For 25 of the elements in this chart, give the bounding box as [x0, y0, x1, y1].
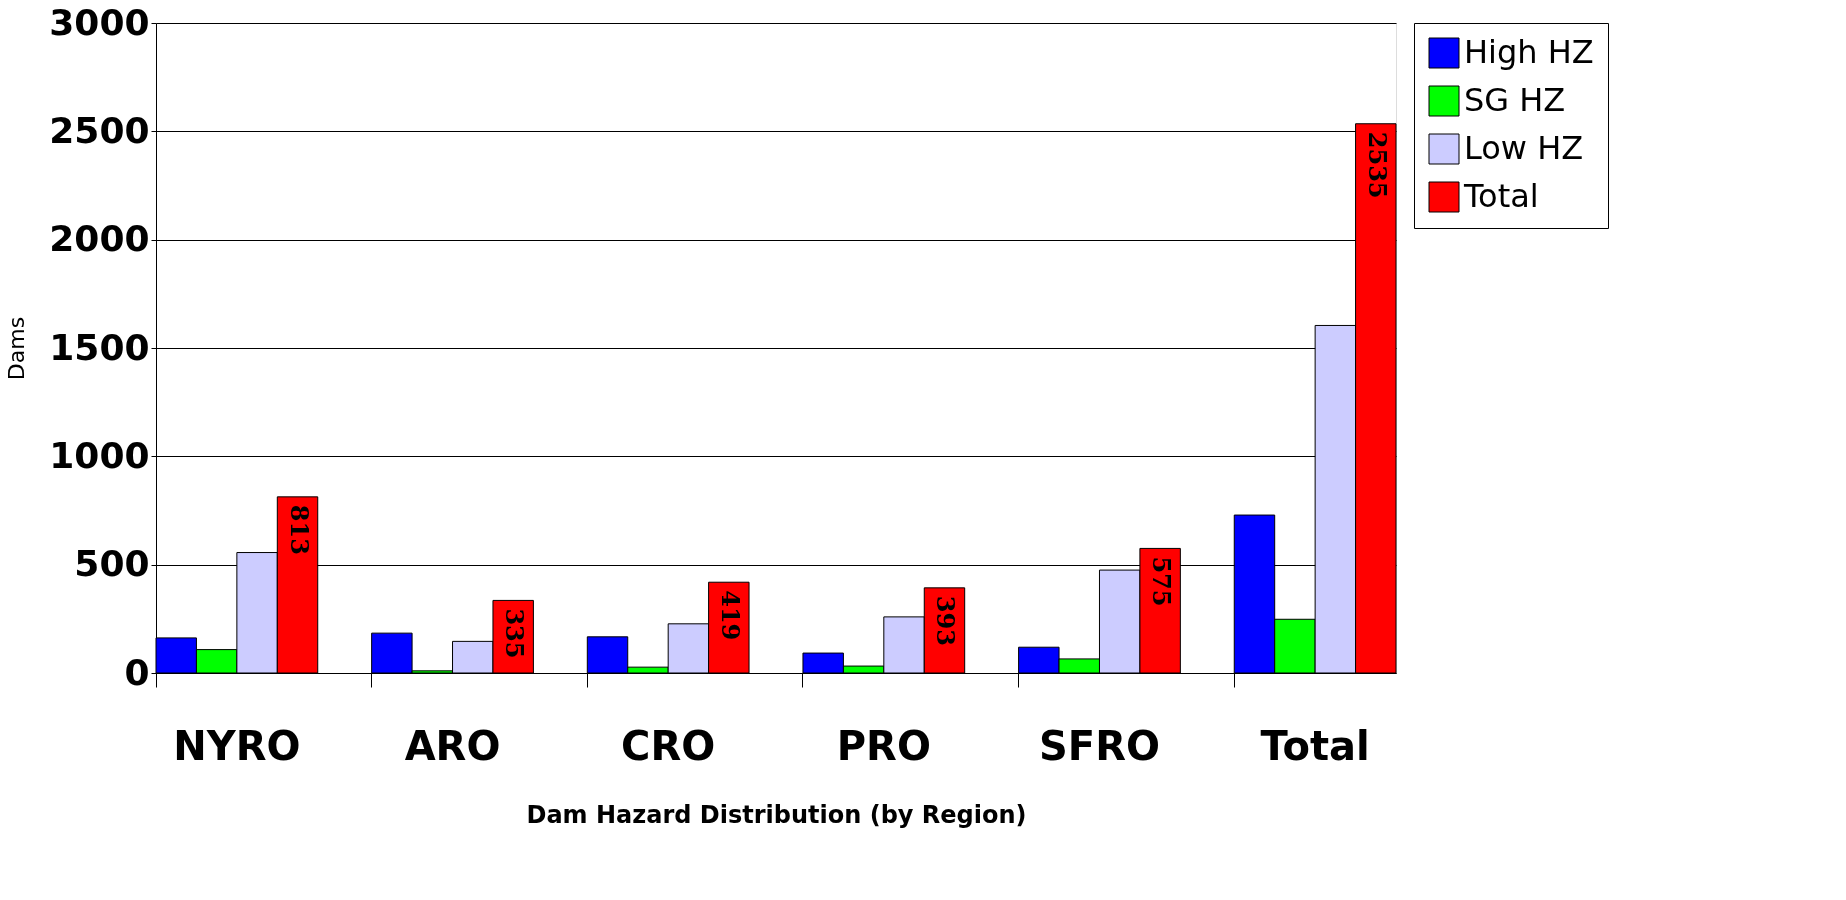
- x-axis-title: Dam Hazard Distribution (by Region): [526, 800, 1027, 829]
- x-tick-label: CRO: [621, 722, 716, 769]
- x-tick-label: ARO: [404, 722, 501, 769]
- legend-label: Low HZ: [1464, 129, 1584, 167]
- y-axis-title: Dams: [4, 316, 30, 381]
- legend-label: High HZ: [1464, 33, 1594, 71]
- x-tick-label: Total: [1260, 722, 1370, 769]
- x-tick-label: NYRO: [173, 722, 301, 769]
- y-tick-label: 2500: [49, 109, 150, 151]
- legend-label: SG HZ: [1464, 81, 1566, 119]
- data-label: 393: [931, 595, 961, 646]
- y-tick-label: 0: [124, 651, 150, 693]
- data-label: 335: [500, 608, 530, 659]
- data-label: 575: [1147, 556, 1177, 607]
- x-tick-label: SFRO: [1039, 722, 1160, 769]
- y-tick-label: 3000: [49, 1, 150, 43]
- y-tick-label: 500: [74, 543, 150, 585]
- data-label: 2535: [1362, 131, 1392, 199]
- legend-label: Total: [1463, 177, 1539, 215]
- y-tick-label: 2000: [49, 218, 150, 260]
- y-tick-label: 1000: [49, 434, 150, 476]
- x-tick-label: PRO: [836, 722, 931, 769]
- data-label: 813: [284, 504, 314, 555]
- y-tick-label: 1500: [49, 326, 150, 368]
- data-label: 419: [715, 590, 745, 641]
